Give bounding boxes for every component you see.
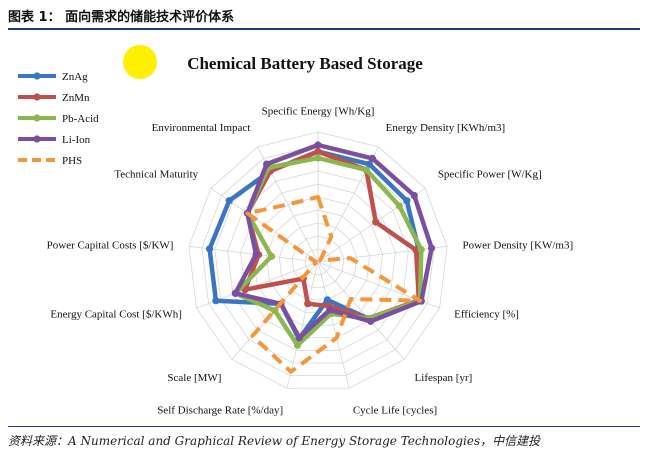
data-point <box>271 307 279 315</box>
data-point <box>366 317 375 325</box>
data-point <box>205 245 214 253</box>
data-point <box>323 296 331 304</box>
data-point <box>372 218 380 226</box>
series-line-li-ion <box>233 142 434 340</box>
data-point <box>368 154 376 163</box>
data-point <box>231 289 239 297</box>
axis-label: Scale [MW] <box>167 372 221 384</box>
legend-marker <box>33 114 41 122</box>
axis-label: Specific Energy [Wh/Kg] <box>262 105 375 117</box>
axis-label: Efficiency [%] <box>454 309 519 321</box>
data-point <box>326 306 334 314</box>
legend-marker <box>33 93 41 101</box>
data-point <box>225 197 233 205</box>
axis-labels: Specific Energy [Wh/Kg] Energy Density [K… <box>47 105 573 416</box>
axis-label: Self Discharge Rate [%/day] <box>157 404 283 416</box>
data-point <box>403 197 411 205</box>
data-point <box>314 147 322 156</box>
grid-ring <box>278 222 358 301</box>
radar-series <box>205 141 436 374</box>
grid-ring <box>188 131 448 389</box>
data-point <box>295 334 303 342</box>
data-point <box>252 250 260 259</box>
legend-marker <box>33 72 41 80</box>
axis-label: Power Capital Costs [$/KW] <box>47 239 174 251</box>
legend-label: ZnMn <box>62 92 90 104</box>
series-line-pb-acid <box>233 155 424 348</box>
data-point <box>362 166 370 174</box>
legend-label: Li-Ion <box>62 134 91 146</box>
data-point <box>417 245 425 254</box>
data-point <box>314 141 322 149</box>
data-point <box>395 202 403 210</box>
axis-label: Environmental Impact <box>152 122 251 134</box>
axis-label: Energy Capital Cost [$/KWh] <box>50 309 181 321</box>
grid-spoke <box>317 261 405 360</box>
bottom-rule <box>8 426 640 427</box>
grid-spoke <box>286 261 319 389</box>
axis-label: Energy Density [KWh/m3] <box>386 122 506 134</box>
series-line-znag <box>207 149 423 342</box>
grid-ring <box>214 157 422 364</box>
top-rule <box>8 28 640 30</box>
legend-marker <box>33 135 41 143</box>
data-point <box>314 154 322 162</box>
legend-label: ZnAg <box>62 71 88 83</box>
data-point <box>365 160 373 168</box>
data-point <box>427 244 436 252</box>
data-point <box>263 160 271 168</box>
grid-spoke <box>317 261 350 389</box>
axis-label: Cycle Life [cycles] <box>353 404 437 416</box>
data-point <box>410 191 418 200</box>
data-point <box>293 341 302 349</box>
axis-label: Technical Maturity <box>114 168 198 180</box>
legend-label: PHS <box>62 155 82 167</box>
axis-label: Specific Power [W/Kg] <box>438 168 542 180</box>
legend-label: Pb-Acid <box>62 113 99 125</box>
yellow-dot-decoration <box>123 45 157 79</box>
grid-ring <box>304 248 332 276</box>
data-point <box>212 297 220 305</box>
axis-label: Lifespan [yr] <box>415 372 473 384</box>
axis-label: Power Density [KW/m3] <box>463 239 574 251</box>
data-point <box>304 300 312 308</box>
data-point <box>267 252 276 260</box>
figure-title: 图表 1： 面向需求的储能技术评价体系 <box>8 10 235 25</box>
chart-title: Chemical Battery Based Storage <box>187 54 423 73</box>
source-note: 资料来源：A Numerical and Graphical Review of… <box>8 434 541 448</box>
legend: ZnAg ZnMn Pb-Acid Li-Ion PHS <box>18 71 99 167</box>
